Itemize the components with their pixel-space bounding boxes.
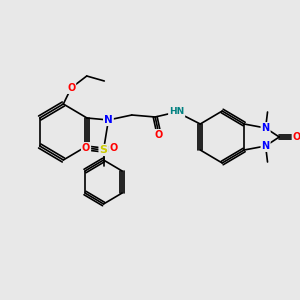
Text: O: O — [155, 130, 163, 140]
Text: N: N — [104, 115, 113, 125]
Text: O: O — [293, 132, 300, 142]
Text: O: O — [109, 143, 117, 153]
Text: HN: HN — [169, 107, 184, 116]
Text: N: N — [262, 141, 270, 151]
Text: S: S — [100, 145, 107, 155]
Text: O: O — [67, 83, 75, 93]
Text: N: N — [262, 123, 270, 133]
Text: O: O — [82, 143, 90, 153]
